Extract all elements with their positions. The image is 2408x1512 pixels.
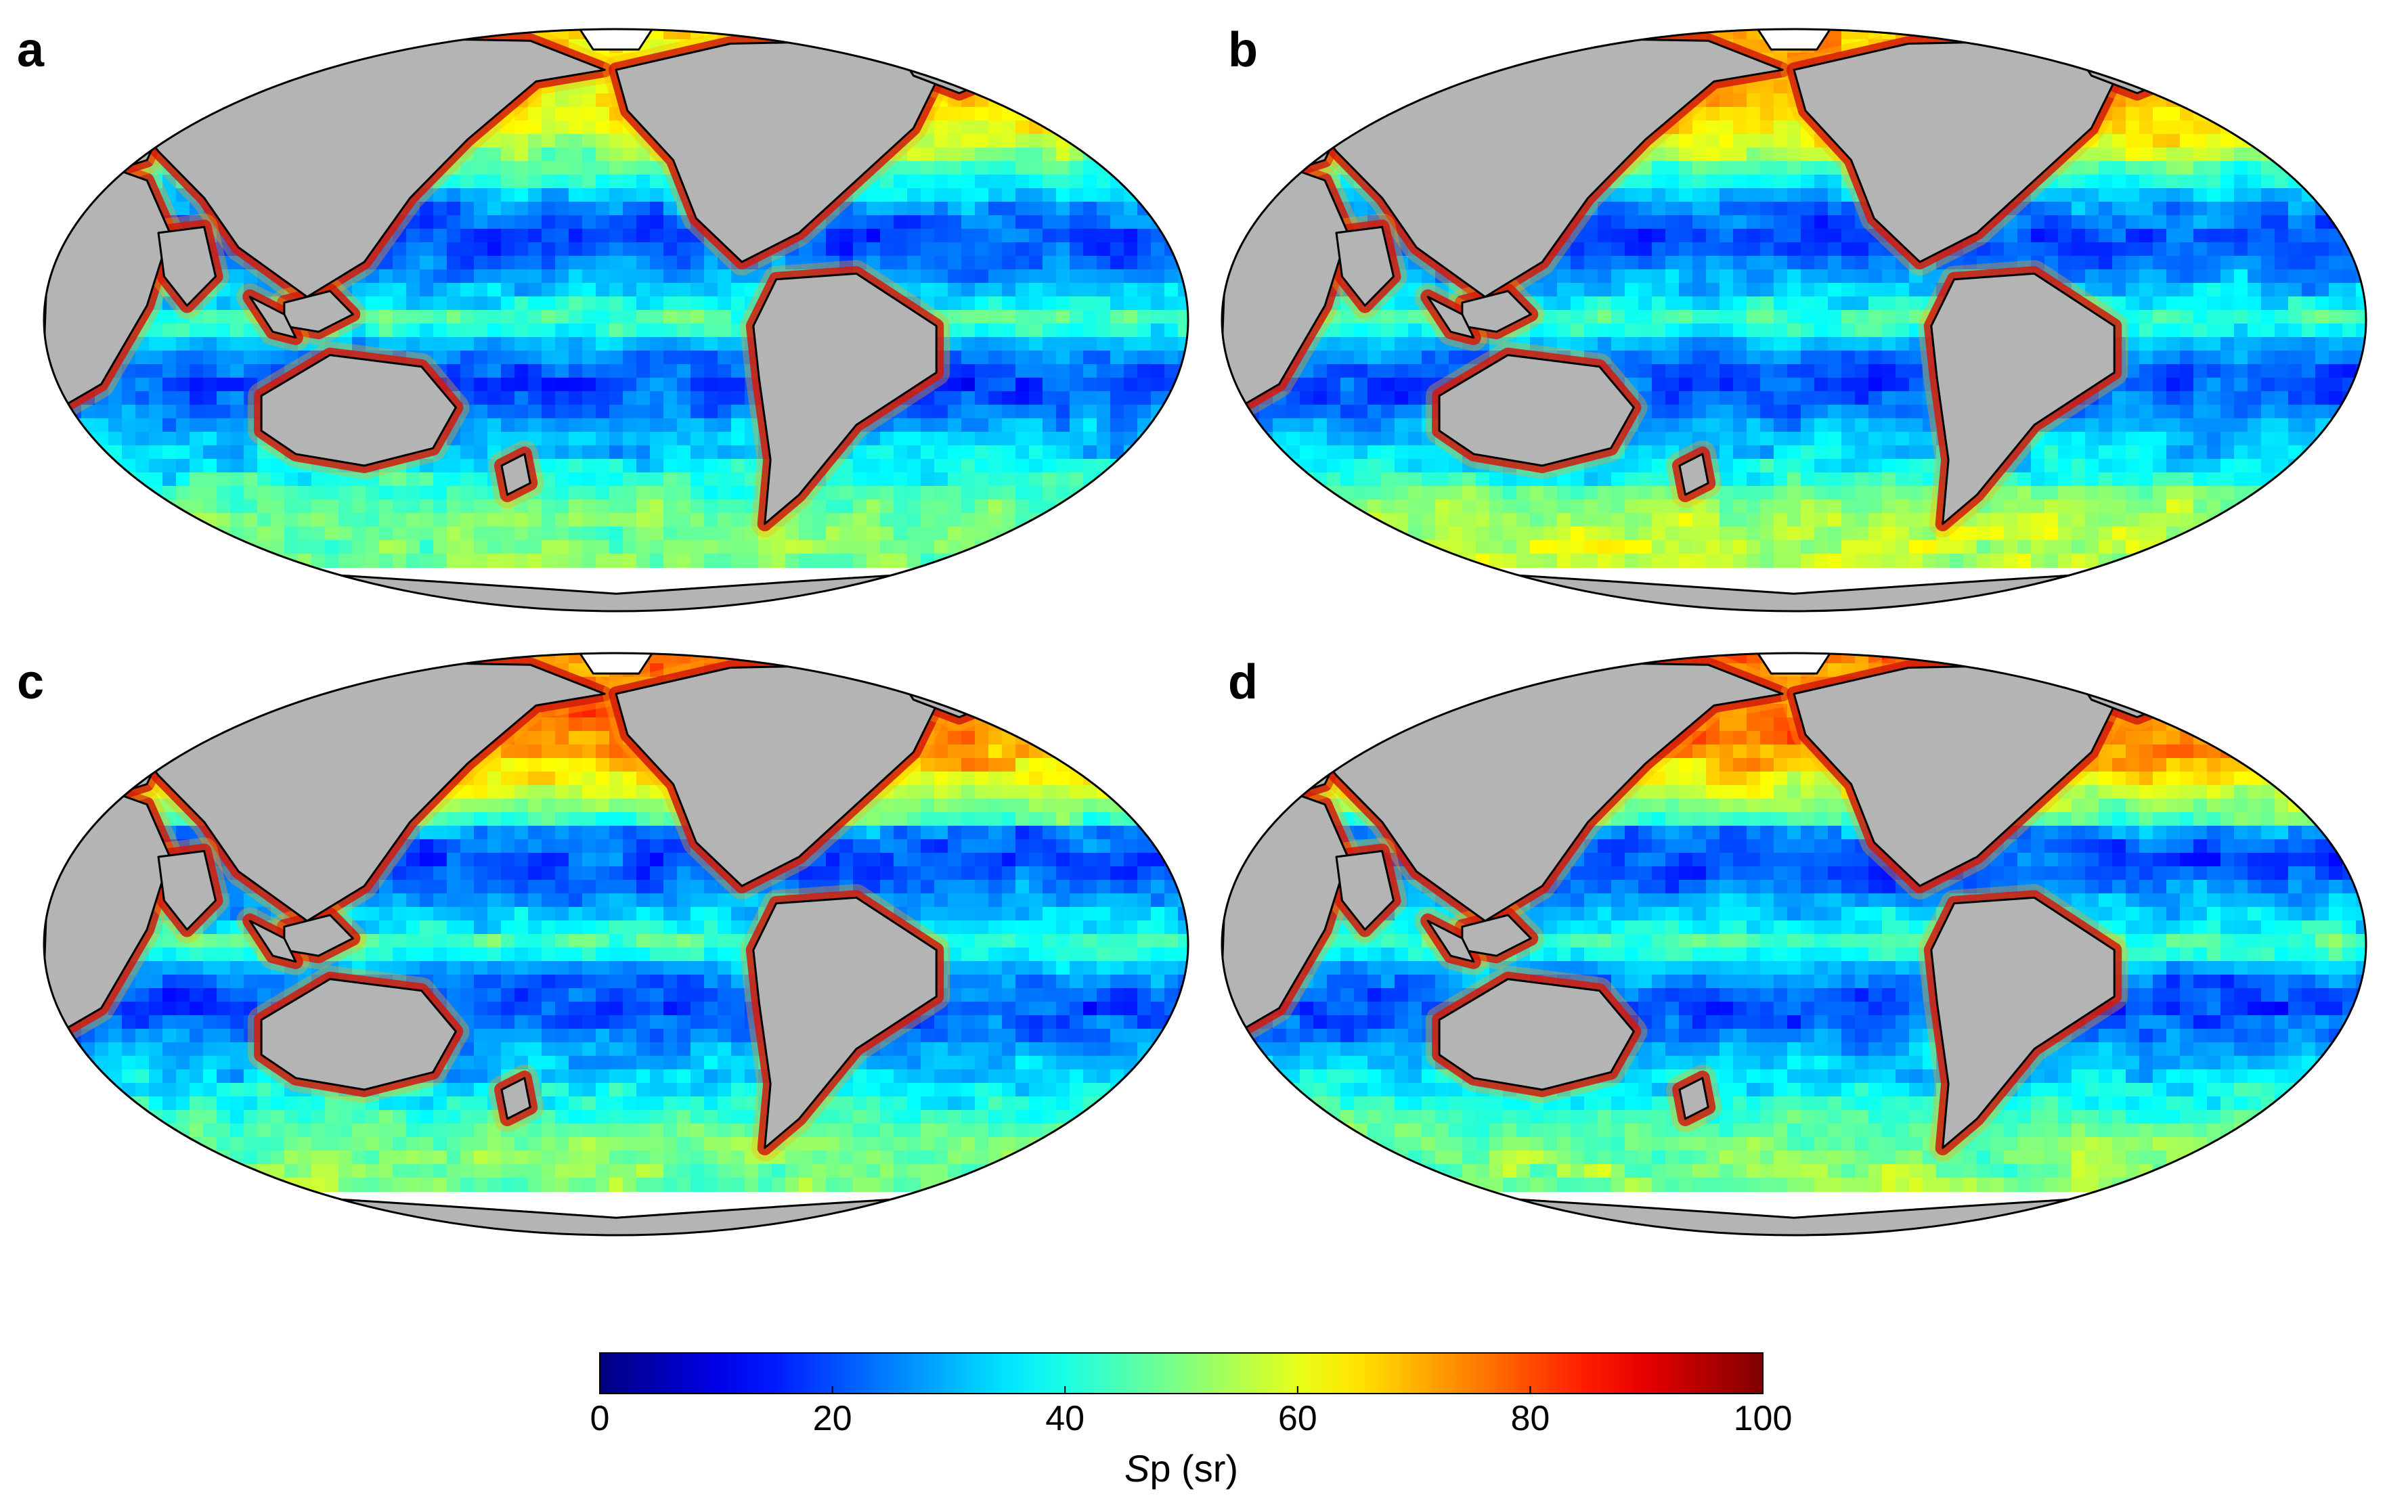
land-newzealand	[500, 453, 531, 496]
land-australia	[1438, 978, 1635, 1091]
land-india	[157, 225, 217, 307]
panel-letter-c: c	[17, 655, 45, 709]
land-india	[157, 849, 217, 931]
colorbar-title-variable: S	[1124, 1447, 1150, 1490]
ocean-field	[44, 29, 1188, 611]
map-outline	[43, 28, 1189, 613]
colorbar-tick-label: 60	[1277, 1399, 1317, 1438]
panel-letter-a: a	[17, 23, 45, 77]
land-ice_n	[569, 29, 663, 51]
ocean-field	[1222, 29, 2366, 611]
map-panel-c	[43, 652, 1189, 1237]
panel-letter-d: d	[1228, 655, 1258, 709]
land-sumatra	[248, 920, 297, 963]
map-outline	[1221, 28, 2367, 613]
colorbar-tick-label: 80	[1510, 1399, 1550, 1438]
colorbar-title: Sp (sr)	[1124, 1450, 1238, 1488]
colorbar-title-unit: p (sr)	[1150, 1447, 1239, 1490]
land-samerica	[1930, 272, 2116, 525]
land-india	[1335, 225, 1395, 307]
map-outline	[43, 652, 1189, 1237]
panel-b: b	[1204, 0, 2407, 629]
panel-a: a	[0, 0, 1204, 629]
map-panel-b	[1221, 28, 2367, 613]
panel-letter-b: b	[1228, 23, 1258, 77]
land-newzealand	[500, 1077, 531, 1120]
land-sumatra	[1426, 920, 1475, 963]
land-sumatra	[1426, 296, 1475, 339]
colorbar-tick-label: 40	[1045, 1399, 1085, 1438]
land-newzealand	[1678, 1077, 1709, 1120]
land-ice_n	[569, 653, 663, 675]
panel-c: c	[0, 629, 1204, 1259]
ocean-field	[1222, 653, 2366, 1235]
land-australia	[260, 354, 457, 467]
land-ice_n	[1747, 29, 1841, 51]
land-samerica	[752, 896, 938, 1149]
land-samerica	[752, 272, 938, 525]
map-panel-d	[1221, 652, 2367, 1237]
land-antarctica	[260, 1193, 972, 1235]
land-sumatra	[248, 296, 297, 339]
land-india	[1335, 849, 1395, 931]
land-antarctica	[260, 569, 972, 611]
land-ice_n	[1747, 653, 1841, 675]
panel-d: d	[1204, 629, 2407, 1259]
colorbar-gradient	[599, 1352, 1764, 1394]
land-australia	[1438, 354, 1635, 467]
land-australia	[260, 978, 457, 1091]
ocean-field	[44, 653, 1188, 1235]
colorbar-tick-label: 0	[590, 1399, 610, 1438]
colorbar-tick-label: 100	[1733, 1399, 1793, 1438]
colorbar-bar	[599, 1352, 1764, 1394]
map-panel-a	[43, 28, 1189, 613]
map-outline	[1221, 652, 2367, 1237]
land-antarctica	[1438, 569, 2150, 611]
land-newzealand	[1678, 453, 1709, 496]
colorbar-tick-label: 20	[812, 1399, 852, 1438]
land-antarctica	[1438, 1193, 2150, 1235]
land-samerica	[1930, 896, 2116, 1149]
